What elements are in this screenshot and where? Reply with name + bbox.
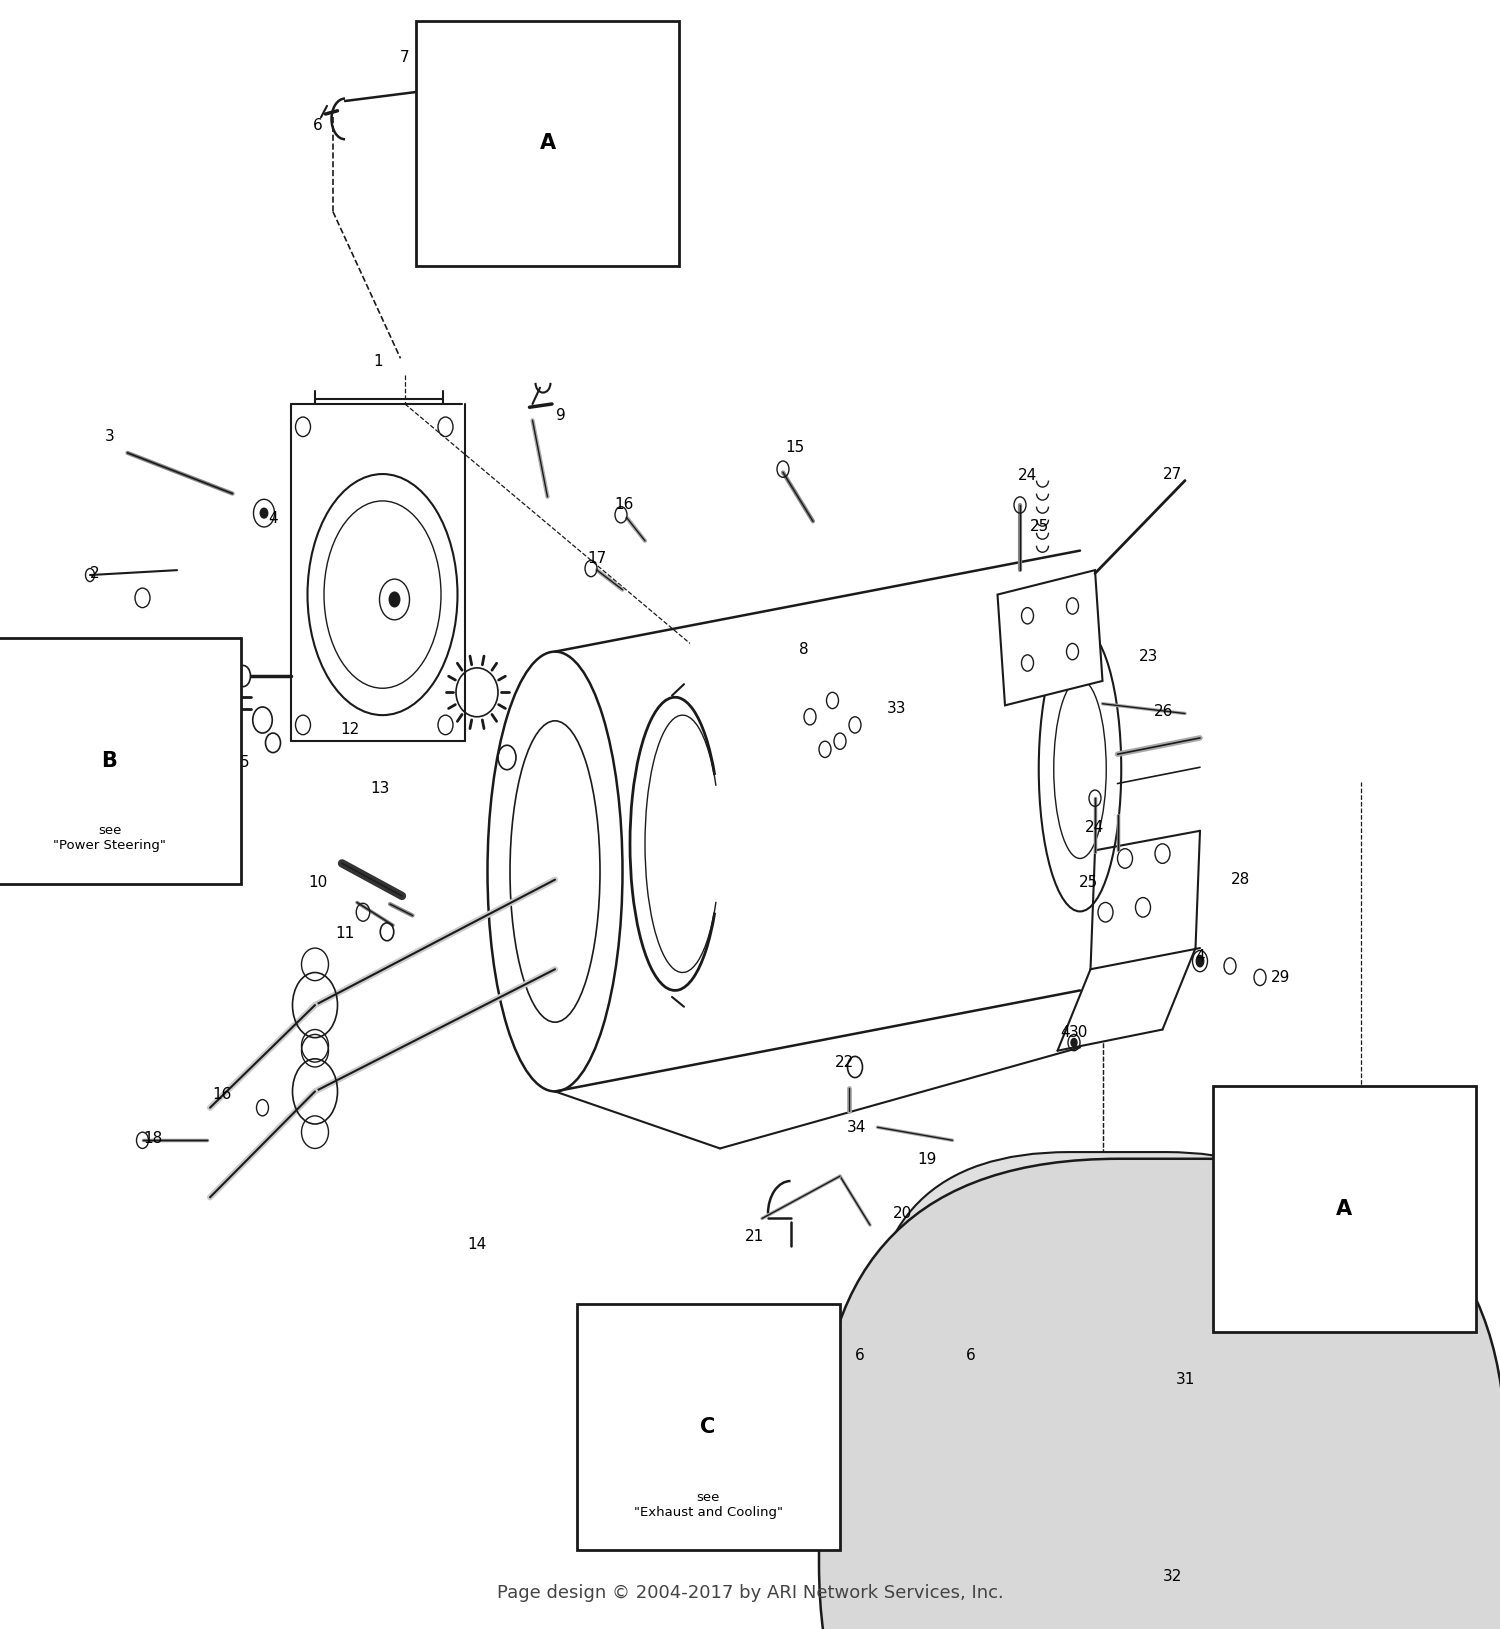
Text: 4: 4: [1060, 1025, 1070, 1041]
Text: 6: 6: [314, 117, 322, 134]
Ellipse shape: [1197, 955, 1203, 966]
Ellipse shape: [1071, 1039, 1077, 1047]
Text: 13: 13: [370, 780, 388, 797]
Text: 19: 19: [918, 1152, 936, 1168]
FancyBboxPatch shape: [1212, 1087, 1476, 1331]
Text: A: A: [540, 134, 555, 153]
FancyBboxPatch shape: [0, 639, 242, 883]
FancyBboxPatch shape: [416, 21, 680, 266]
Text: 8: 8: [800, 642, 808, 658]
Text: 25: 25: [1030, 518, 1048, 534]
Text: 23: 23: [1140, 648, 1158, 665]
Text: 17: 17: [588, 551, 606, 567]
Text: see
"Exhaust and Cooling": see "Exhaust and Cooling": [633, 1491, 783, 1518]
Text: 12: 12: [340, 722, 358, 738]
Text: 9: 9: [556, 407, 566, 424]
Text: 20: 20: [894, 1205, 912, 1222]
Text: 16: 16: [213, 1087, 231, 1103]
Text: 22: 22: [836, 1054, 854, 1070]
Text: 15: 15: [786, 440, 804, 456]
Polygon shape: [998, 570, 1102, 705]
FancyBboxPatch shape: [868, 1152, 1366, 1601]
Ellipse shape: [390, 591, 399, 606]
Text: 24: 24: [1086, 819, 1104, 836]
Text: 1: 1: [374, 353, 382, 370]
Text: 14: 14: [468, 1236, 486, 1253]
Text: C: C: [700, 1417, 715, 1437]
Text: 30: 30: [1070, 1025, 1088, 1041]
Text: 33: 33: [886, 700, 906, 717]
Ellipse shape: [260, 508, 267, 518]
Text: 3: 3: [105, 428, 114, 445]
Text: 16: 16: [615, 497, 633, 513]
Text: 6: 6: [116, 683, 124, 699]
FancyBboxPatch shape: [819, 1158, 1500, 1629]
Text: 34: 34: [847, 1119, 865, 1135]
Text: 26: 26: [1155, 704, 1173, 720]
Text: 10: 10: [309, 875, 327, 891]
Text: 24: 24: [1019, 468, 1036, 484]
Text: 7: 7: [400, 49, 410, 65]
Text: 21: 21: [746, 1228, 764, 1245]
Text: Page design © 2004-2017 by ARI Network Services, Inc.: Page design © 2004-2017 by ARI Network S…: [496, 1583, 1004, 1603]
Text: 6: 6: [855, 1347, 864, 1363]
Text: see
"Power Steering": see "Power Steering": [53, 824, 166, 852]
Text: 25: 25: [1080, 875, 1098, 891]
Text: 31: 31: [1176, 1372, 1194, 1388]
Text: 29: 29: [1272, 969, 1290, 986]
Text: 5: 5: [240, 754, 249, 771]
Text: B: B: [102, 751, 117, 771]
Text: A: A: [1336, 1199, 1352, 1218]
FancyBboxPatch shape: [576, 1305, 840, 1549]
Text: 18: 18: [144, 1131, 162, 1147]
Text: 4: 4: [268, 510, 278, 526]
Text: 32: 32: [1164, 1569, 1182, 1585]
Text: 28: 28: [1232, 872, 1250, 888]
Text: 6: 6: [966, 1347, 975, 1363]
Text: 4: 4: [1196, 948, 1204, 964]
Text: 2: 2: [90, 565, 99, 582]
Text: 27: 27: [1164, 466, 1182, 482]
Text: 11: 11: [336, 925, 354, 942]
